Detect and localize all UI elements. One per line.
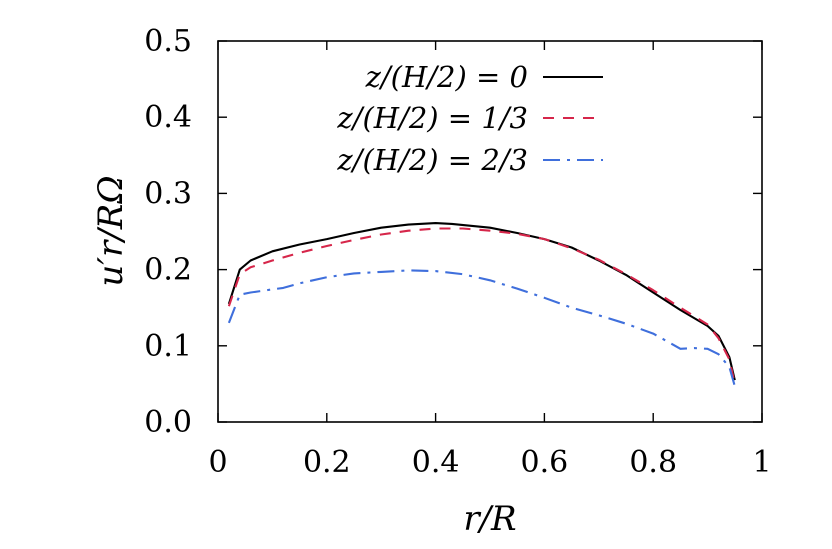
series-line-1: [227, 222, 736, 381]
legend-label-1: z/(H/2) = 0: [365, 60, 528, 94]
series-layer: [227, 222, 736, 387]
x-tick-label: 0: [208, 445, 227, 480]
x-tick-label: 0.8: [629, 445, 677, 480]
series-line-2: [227, 227, 736, 385]
legend-label-2: z/(H/2) = 1/3: [336, 101, 528, 135]
y-tick-label: 0.4: [144, 100, 192, 135]
plot-frame: [217, 40, 763, 423]
y-tick-label: 0.1: [144, 329, 192, 364]
y-axis-ticks: 0.0 0.1 0.2 0.3 0.4 0.5: [144, 24, 762, 440]
y-tick-label: 0.2: [144, 253, 192, 288]
x-axis-ticks: 0 0.2 0.4 0.6 0.8 1: [208, 41, 772, 480]
x-axis-label: r/R: [463, 499, 516, 539]
x-tick-label: 0.6: [521, 445, 569, 480]
x-tick-label: 1: [752, 445, 771, 480]
x-tick-label: 0.2: [303, 445, 351, 480]
y-tick-label: 0.5: [144, 24, 192, 59]
y-tick-label: 0.3: [144, 176, 192, 211]
y-axis-label: u′r/RΩ: [91, 175, 131, 286]
legend: z/(H/2) = 0 z/(H/2) = 1/3 z/(H/2) = 2/3: [336, 60, 603, 177]
y-tick-label: 0.0: [144, 405, 192, 440]
x-tick-label: 0.4: [412, 445, 460, 480]
legend-label-3: z/(H/2) = 2/3: [336, 143, 528, 177]
series-line-3: [227, 269, 736, 387]
